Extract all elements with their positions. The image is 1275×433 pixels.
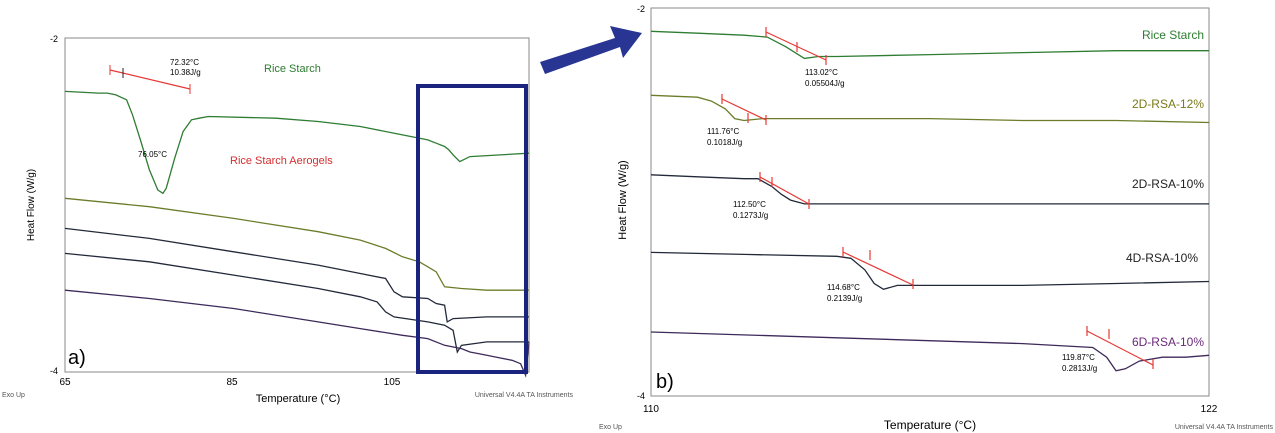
- aerogels-label-a: Rice Starch Aerogels: [230, 155, 333, 167]
- annot-4d10-temp: 114.68°C: [827, 283, 860, 292]
- plot-frame-a: [64, 37, 530, 373]
- annot-rice-starch-enthalpy: 0.05504J/g: [805, 79, 845, 88]
- exo-up-b: Exo Up: [599, 424, 622, 431]
- label-2d-rsa-10: 2D-RSA-10%: [1132, 177, 1204, 191]
- peak-temp-a: 76.05°C: [138, 150, 167, 159]
- exo-up-a: Exo Up: [2, 392, 25, 399]
- x-axis-label-b: Temperature (°C): [884, 418, 976, 432]
- y-tick-top-a: -2: [50, 34, 58, 44]
- zoom-arrow: [540, 26, 642, 74]
- x-tick-122: 122: [1201, 404, 1218, 415]
- curves-b: [650, 30, 1210, 372]
- y-tick-bottom-b: -4: [637, 391, 645, 401]
- label-6d-rsa-10: 6D-RSA-10%: [1132, 335, 1204, 349]
- label-2d-rsa-12: 2D-RSA-12%: [1132, 97, 1204, 111]
- series-line-a-0: [64, 90, 530, 195]
- panel-a: -2 -4 65 85 105 Temperature (°C) Heat Fl…: [2, 34, 573, 405]
- series-line-b-3: [650, 251, 1210, 291]
- tangent-6d10: [1086, 330, 1154, 366]
- enthalpy-a: 10.38J/g: [170, 68, 201, 77]
- x-tick-105: 105: [384, 377, 401, 388]
- series-line-a-1: [64, 197, 529, 291]
- annot-2d10-enthalpy: 0.1273J/g: [733, 211, 768, 220]
- annot-6d10-temp: 119.87°C: [1062, 353, 1095, 362]
- annot-rice-starch-temp: 113.02°C: [805, 68, 838, 77]
- panel-b: -2 -4 110 122 Temperature (°C) Heat Flow…: [599, 4, 1273, 432]
- series-line-b-1: [650, 94, 1210, 124]
- onset-temp-a: 72.32°C: [170, 58, 199, 67]
- curves-a: [64, 90, 530, 378]
- highlight-box: [416, 84, 528, 374]
- zoom-arrow-shape: [540, 26, 642, 74]
- series-line-b-2: [650, 174, 1209, 205]
- x-axis-label-a: Temperature (°C): [256, 393, 340, 405]
- panel-label-b: b): [656, 371, 674, 393]
- annot-4d10-enthalpy: 0.2139J/g: [827, 294, 862, 303]
- annot-2d10-temp: 112.50°C: [733, 200, 766, 209]
- x-tick-65: 65: [59, 377, 71, 388]
- label-4d-rsa-10: 4D-RSA-10%: [1126, 251, 1198, 265]
- tangent-4d10: [842, 251, 914, 286]
- plot-frame-b: [650, 7, 1210, 397]
- series-line-b-4: [650, 331, 1210, 372]
- annot-2d12-temp: 111.76°C: [707, 127, 739, 136]
- footer-a: Universal V4.4A TA Instruments: [475, 392, 574, 399]
- tangent-2d12: [721, 98, 767, 121]
- rice-starch-label-a: Rice Starch: [264, 63, 321, 75]
- footer-b: Universal V4.4A TA Instruments: [1175, 424, 1274, 431]
- tangent-2d10: [759, 176, 810, 205]
- annot-6d10-enthalpy: 0.2813J/g: [1062, 364, 1097, 373]
- x-tick-85: 85: [226, 377, 238, 388]
- series-line-a-4: [64, 289, 530, 378]
- tangents-b: [721, 27, 1154, 369]
- y-tick-top-b: -2: [637, 4, 645, 14]
- series-line-a-2: [64, 227, 529, 323]
- tangent-rice-starch-b: [765, 31, 827, 61]
- y-axis-label-b: Heat Flow (W/g): [617, 160, 629, 239]
- series-line-a-3: [64, 252, 529, 354]
- panel-label-a: a): [68, 347, 86, 369]
- y-axis-label-a: Heat Flow (W/g): [26, 169, 37, 241]
- annot-2d12-enthalpy: 0.1018J/g: [707, 138, 742, 147]
- y-tick-bottom-a: -4: [50, 366, 58, 376]
- series-line-b-0: [650, 30, 1209, 60]
- label-rice-starch-b: Rice Starch: [1142, 28, 1204, 42]
- x-tick-110: 110: [643, 404, 659, 415]
